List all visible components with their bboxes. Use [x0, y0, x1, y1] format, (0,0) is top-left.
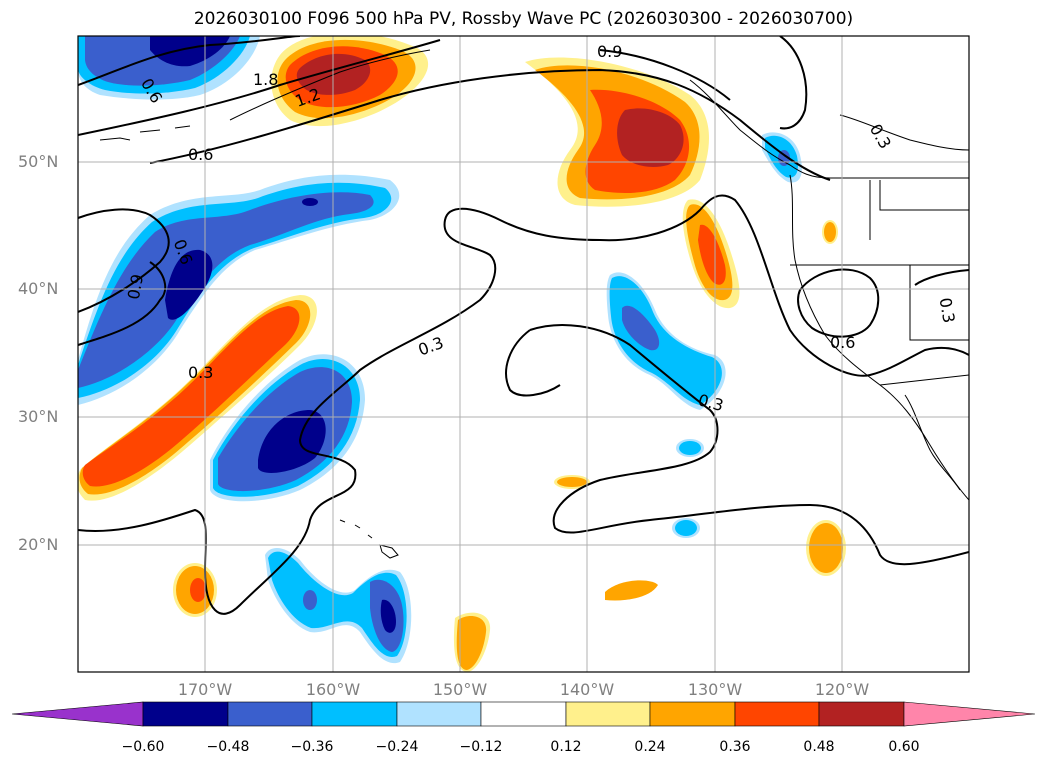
map-frame [77, 35, 970, 673]
lon-label: 120°W [814, 680, 870, 699]
colorbar-extend-high [903, 701, 1036, 727]
contour-label: 0.6 [830, 333, 855, 352]
contour-labels: 0.6 1.8 1.2 0.9 0.6 0.6 0.9 0.3 0.3 0.3 … [124, 42, 959, 415]
pv-anomaly-west-trough [78, 174, 400, 405]
colorbar-tick-label: 0.24 [634, 739, 666, 755]
lon-label: 160°W [305, 680, 361, 699]
colorbar-bin [396, 701, 482, 727]
contour-label: 0.3 [696, 390, 726, 415]
colorbar-tick-label: 0.12 [550, 739, 582, 755]
colorbar-bin [480, 701, 567, 727]
colorbar-tick-label: 0.60 [888, 739, 920, 755]
pv-anomaly-offshore-ca [682, 199, 740, 309]
gridlines [78, 36, 969, 672]
lat-label: 40°N [18, 279, 59, 298]
lat-label: 20°N [18, 535, 59, 554]
map-title: 2026030100 F096 500 hPa PV, Rossby Wave … [193, 9, 854, 29]
contour-label: 0.9 [124, 273, 147, 301]
pv-anomaly-nw-trough [78, 36, 260, 100]
colorbar-tick-label: −0.24 [375, 739, 419, 755]
lat-label: 30°N [18, 407, 59, 426]
lon-label: 130°W [687, 680, 743, 699]
colorbar-bin [227, 701, 313, 727]
pv-anomaly-gulf-alaska [525, 57, 710, 207]
pv-contours [78, 36, 969, 615]
colorbar-tick-label: 0.48 [803, 739, 835, 755]
lon-label: 170°W [177, 680, 233, 699]
lon-label: 150°W [432, 680, 488, 699]
contour-label: 0.3 [416, 333, 446, 360]
colorbar-tick-label: 0.36 [719, 739, 751, 755]
contour-label: 0.6 [188, 145, 213, 164]
pv-anomaly-central-trough [210, 354, 365, 502]
contour-label: 0.3 [936, 296, 959, 324]
lon-label: 140°W [559, 680, 615, 699]
colorbar [11, 701, 1036, 727]
colorbar-bin [818, 701, 905, 727]
colorbar-bin [565, 701, 651, 727]
colorbar-bin [142, 701, 229, 727]
colorbar-tick-label: −0.60 [121, 739, 165, 755]
contour-label: 1.8 [253, 70, 278, 89]
colorbar-extend-low [11, 701, 144, 727]
colorbar-bin [734, 701, 820, 727]
pv-anomaly-east-trough [606, 132, 802, 538]
lat-label: 50°N [18, 152, 59, 171]
pv-anomaly-nw-ridge [271, 36, 429, 127]
contour-label: 0.3 [188, 363, 213, 382]
colorbar-tick-label: −0.36 [290, 739, 334, 755]
pv-anomaly-south-trough [265, 548, 412, 664]
colorbar-bin [311, 701, 398, 727]
contour-label: 0.9 [597, 42, 622, 61]
pv-anomaly-subtropical-band [78, 295, 317, 501]
colorbar-tick-label: −0.12 [459, 739, 503, 755]
colorbar-tick-label: −0.48 [206, 739, 250, 755]
colorbar-bin [649, 701, 736, 727]
coastlines [99, 49, 969, 559]
